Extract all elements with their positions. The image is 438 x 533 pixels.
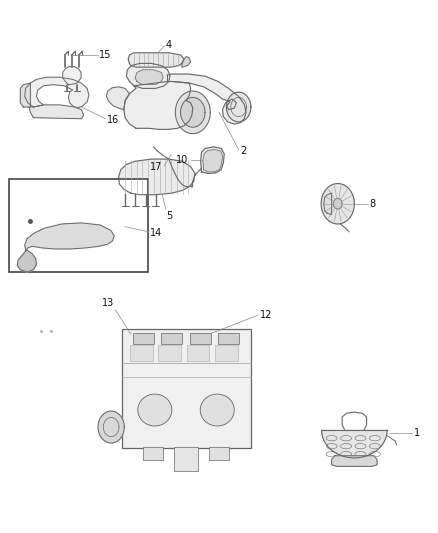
Text: 14: 14 [150,228,162,238]
Text: 1: 1 [414,428,420,438]
Bar [190,333,211,344]
Text: 17: 17 [150,161,162,172]
Polygon shape [182,56,191,67]
Text: 10: 10 [176,155,188,165]
Polygon shape [175,91,210,134]
Text: 12: 12 [260,310,272,320]
Ellipse shape [138,394,172,426]
Polygon shape [180,98,205,127]
Bar [122,329,251,448]
Text: 2: 2 [240,146,246,156]
Polygon shape [98,411,124,443]
Bar [218,333,239,344]
Polygon shape [17,251,36,272]
Polygon shape [201,147,224,173]
Polygon shape [167,74,246,124]
Text: 4: 4 [166,40,172,50]
Bar [143,447,162,460]
Text: 16: 16 [107,115,120,125]
Bar [158,345,181,361]
Text: 8: 8 [370,199,376,209]
Ellipse shape [200,394,234,426]
Bar [174,447,198,471]
Bar [133,333,154,344]
Polygon shape [203,150,223,172]
Bar [9,179,148,272]
Bar [130,345,152,361]
Polygon shape [324,193,332,214]
Polygon shape [124,82,193,130]
Polygon shape [332,456,377,466]
Polygon shape [135,70,163,85]
Polygon shape [127,63,170,88]
Polygon shape [321,183,354,224]
Polygon shape [128,53,184,67]
Polygon shape [25,77,89,108]
Polygon shape [29,105,84,119]
Bar [161,333,182,344]
Polygon shape [106,87,130,110]
Bar [187,345,209,361]
Polygon shape [25,223,114,251]
Polygon shape [63,67,81,85]
Bar [209,447,229,460]
Text: 5: 5 [166,211,173,221]
Text: 13: 13 [102,298,114,309]
Text: 15: 15 [99,50,112,60]
Polygon shape [20,83,30,107]
Polygon shape [119,159,195,195]
Polygon shape [333,198,342,209]
Polygon shape [226,92,251,122]
Polygon shape [321,430,387,458]
Bar [215,345,238,361]
